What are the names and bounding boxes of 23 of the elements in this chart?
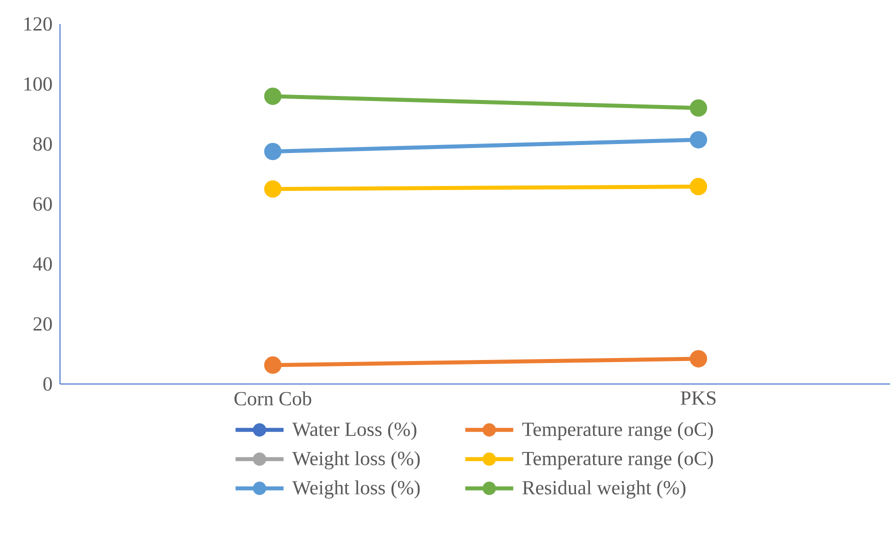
point: [264, 180, 282, 198]
y-tick-label: 40: [33, 257, 52, 271]
point: [690, 131, 708, 148]
y-tick-label: 0: [43, 377, 52, 391]
legend-label: Weight loss (%): [292, 451, 420, 470]
y-tick-label: 60: [33, 197, 52, 211]
legend-label: Residual weight (%): [522, 480, 686, 499]
legend-label: Temperature range (oC): [522, 451, 713, 470]
point: [690, 350, 708, 368]
legend-label: Temperature range (oC): [522, 422, 713, 440]
y-tick-label: 20: [34, 317, 52, 331]
x-tick-label: Corn Cob: [234, 391, 312, 406]
point: [264, 356, 282, 374]
legend-label: Weight loss (%): [292, 480, 420, 499]
point: [264, 88, 282, 105]
point: [264, 142, 282, 160]
legend-label: Water Loss (%): [292, 422, 416, 440]
x-tick-label: PKS: [680, 391, 716, 405]
point: [690, 178, 708, 196]
point: [690, 99, 708, 117]
y-tick-label: 80: [33, 137, 52, 151]
y-tick-label: 120: [24, 17, 52, 31]
y-tick-label: 100: [24, 77, 52, 91]
